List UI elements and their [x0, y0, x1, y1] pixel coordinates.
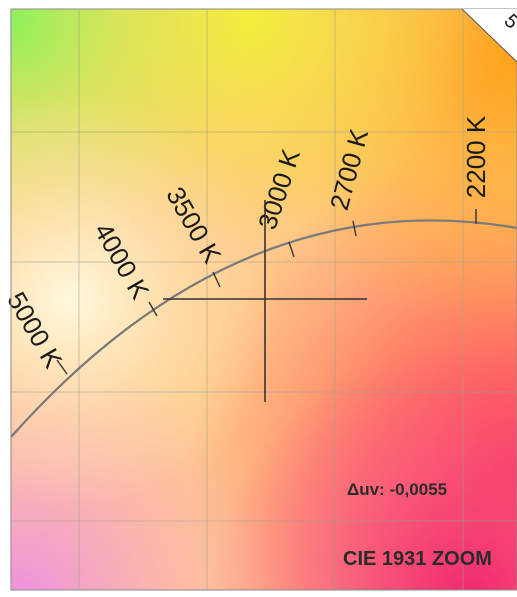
- cct-tick: 2200 K: [461, 115, 491, 224]
- delta-uv-readout: Δuv: -0,0055: [347, 480, 447, 499]
- cct-tick-mark: [288, 241, 295, 258]
- crosshair: [163, 200, 367, 402]
- corner-tag: 5: [461, 8, 517, 63]
- diagram-title: CIE 1931 ZOOM: [343, 548, 492, 570]
- cct-tick-mark: [56, 359, 68, 375]
- cct-tick-mark: [212, 271, 221, 288]
- cct-tick-mark: [148, 301, 158, 317]
- planckian-locus-curve: [10, 219, 517, 438]
- cct-tick-mark: [352, 220, 357, 237]
- plot-frame: [10, 8, 517, 591]
- cct-tick-label: 2200 K: [461, 115, 491, 198]
